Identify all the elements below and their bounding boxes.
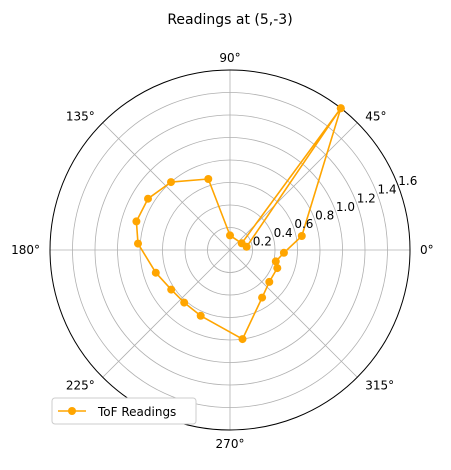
data-point (132, 217, 141, 226)
angle-tick-label: 180° (11, 243, 40, 257)
polar-grid (50, 70, 410, 430)
data-point (151, 268, 160, 277)
data-point (271, 257, 280, 266)
polar-spine (49, 69, 411, 431)
angle-tick-label: 0° (420, 243, 434, 257)
data-point (134, 239, 142, 248)
angular-gridline (102, 249, 231, 378)
angular-gridline (229, 122, 358, 251)
data-point (204, 175, 213, 183)
tick-labels: 0° 45° 90° 135° 180° 225° 270° 315° 0.20.40.60.8… (11, 51, 434, 451)
angle-tick-label: 45° (365, 110, 386, 124)
radial-tick-label: 0.6 (294, 217, 313, 231)
radial-tick-label: 1.4 (378, 183, 397, 197)
data-point (167, 285, 176, 294)
angle-tick-label: 135° (66, 110, 95, 124)
chart-title: Readings at (5,-3) (167, 12, 292, 28)
data-point (265, 277, 274, 286)
data-point (297, 232, 306, 240)
radial-tick-label: 0.4 (274, 226, 293, 240)
data-point (196, 311, 205, 320)
angular-gridline (229, 249, 358, 378)
radial-tick-label: 1.2 (357, 191, 376, 205)
legend: ToF Readings (51, 397, 197, 425)
data-point (237, 239, 246, 248)
legend-point-marker (68, 407, 76, 415)
angle-tick-label: 315° (365, 378, 394, 392)
data-point (336, 104, 345, 113)
data-point (273, 264, 282, 273)
data-point (238, 335, 247, 344)
data-series (132, 104, 345, 344)
data-point (279, 248, 288, 257)
data-point (167, 178, 175, 187)
legend-label: ToF Readings (97, 405, 176, 419)
angle-tick-label: 225° (66, 378, 95, 392)
radial-tick-label: 0.2 (253, 234, 272, 248)
angle-tick-label: 270° (216, 437, 245, 451)
radial-tick-label: 1.0 (336, 200, 355, 214)
data-point (144, 194, 152, 203)
legend-box (51, 397, 197, 425)
data-point (226, 231, 234, 240)
radial-tick-label: 1.6 (398, 174, 417, 188)
angle-tick-label: 90° (219, 51, 240, 65)
data-point (258, 293, 267, 302)
data-point (180, 298, 189, 307)
radial-tick-label: 0.8 (315, 209, 334, 223)
